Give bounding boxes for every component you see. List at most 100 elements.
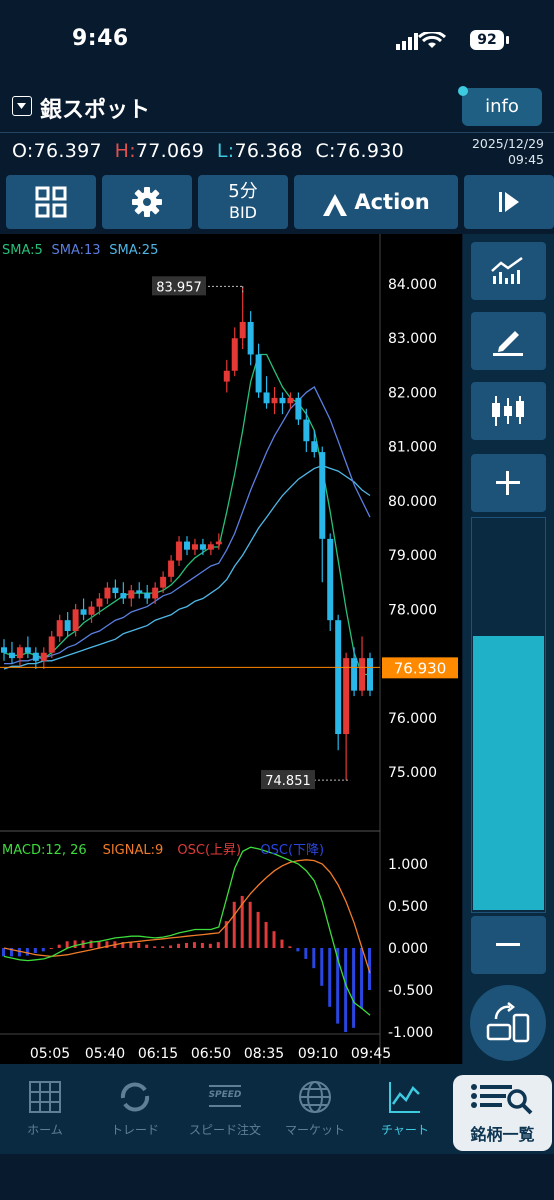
candle-down xyxy=(335,620,342,735)
nav-speed-order[interactable]: SPEED スピード注文 xyxy=(180,1080,270,1138)
candle-down xyxy=(80,609,87,615)
candle-up xyxy=(287,397,294,404)
gear-icon xyxy=(132,187,162,217)
draw-button[interactable] xyxy=(471,312,546,370)
sma-legend-label: SMA:13 xyxy=(52,243,101,258)
nav-market[interactable]: マーケット xyxy=(270,1080,360,1138)
globe-icon xyxy=(299,1081,331,1113)
candle-up xyxy=(96,598,103,607)
sma-legend-label: SMA:5 xyxy=(2,243,43,258)
divider xyxy=(0,132,554,133)
symbol-name[interactable]: 銀スポット xyxy=(40,98,151,123)
indicator-button[interactable] xyxy=(471,242,546,300)
osc-up-bar xyxy=(105,941,109,948)
home-grid-icon xyxy=(29,1081,61,1113)
osc-down-bar xyxy=(25,948,29,956)
info-button[interactable]: info xyxy=(462,88,542,126)
candle-down xyxy=(32,652,39,661)
high-marker-box xyxy=(152,276,206,296)
high-value: 77.069 xyxy=(135,140,205,162)
timeframe-button[interactable]: 5分 BID xyxy=(198,175,288,229)
candle-down xyxy=(255,354,262,393)
time-tick-label: 06:15 xyxy=(138,1046,178,1062)
osc-up-bar xyxy=(89,940,93,948)
zoom-out-button[interactable] xyxy=(471,916,546,974)
candle-up xyxy=(48,636,55,653)
candle-down xyxy=(64,620,71,632)
nav-home-label: ホーム xyxy=(27,1123,63,1137)
candle-up xyxy=(72,609,79,632)
macd-legend-label: MACD:12, 26 xyxy=(2,843,87,858)
rotate-button[interactable] xyxy=(470,985,546,1061)
price-chart[interactable]: 84.000 83.000 82.000 81.000 80.000 79.000 78.0… xyxy=(0,234,462,1064)
chart-area[interactable] xyxy=(0,234,462,1064)
battery-indicator: 92 xyxy=(470,30,504,50)
price-tick-label: 78.000 xyxy=(388,602,437,618)
time-tick-label: 05:05 xyxy=(30,1046,70,1062)
open-label: O: xyxy=(12,140,34,162)
layout-button[interactable] xyxy=(6,175,96,229)
timestamp: 2025/12/29 09:45 xyxy=(462,136,544,168)
play-button[interactable] xyxy=(464,175,554,229)
time-tick-label: 09:45 xyxy=(351,1046,391,1062)
candle-down xyxy=(351,658,358,691)
candle-up xyxy=(160,576,167,588)
sma5-line xyxy=(3,353,370,676)
candle-up xyxy=(104,587,111,599)
symbol-dropdown-icon[interactable] xyxy=(12,96,32,116)
play-icon xyxy=(499,192,519,212)
nav-home[interactable]: ホーム xyxy=(0,1080,90,1138)
osc-up-bar xyxy=(177,943,181,948)
osc-up-bar xyxy=(49,948,53,949)
battery-tip xyxy=(506,36,509,44)
candle-up xyxy=(40,652,47,661)
close-value: 76.930 xyxy=(335,140,405,162)
candle-up xyxy=(152,587,159,599)
settings-button[interactable] xyxy=(102,175,192,229)
nav-trade[interactable]: トレード xyxy=(90,1080,180,1138)
trade-arrows-icon xyxy=(120,1082,150,1112)
action-button[interactable]: Action xyxy=(294,175,458,229)
osc-down-bar xyxy=(336,948,340,1024)
osc-up-bar xyxy=(185,942,188,948)
candle-type-button[interactable] xyxy=(471,382,546,440)
osc-down-bar xyxy=(296,948,300,952)
candle-down xyxy=(8,652,15,659)
candle-up xyxy=(343,658,350,735)
low-value: 76.368 xyxy=(234,140,303,162)
osc-up-bar xyxy=(240,895,244,948)
nav-chart[interactable]: チャート xyxy=(360,1080,450,1138)
osc-up-bar xyxy=(137,942,141,948)
status-time: 9:46 xyxy=(72,26,129,51)
osc-down-bar xyxy=(9,948,13,957)
macd-tick-label: -0.500 xyxy=(388,983,433,999)
sma25-line xyxy=(3,464,371,670)
osc-up-bar xyxy=(208,943,212,948)
osc-down-bar xyxy=(328,948,332,1007)
current-price-label: 76.930 xyxy=(394,659,447,677)
candle-up xyxy=(239,321,246,339)
time-tick-label: 06:50 xyxy=(191,1046,231,1062)
osc-up-bar xyxy=(57,944,61,948)
osc-up-bar xyxy=(288,946,292,948)
candle-down xyxy=(144,593,151,599)
watchlist-label: 銘柄一覧 xyxy=(470,1125,535,1144)
low-marker-box xyxy=(261,770,315,790)
candle-down xyxy=(199,544,206,550)
osc-up-bar xyxy=(216,942,220,948)
osc-up-bar xyxy=(65,941,69,948)
macd-line xyxy=(3,846,371,1016)
osc-down-bar xyxy=(368,948,371,990)
candle-up xyxy=(359,658,366,691)
watchlist-button[interactable]: 銘柄一覧 xyxy=(453,1075,552,1151)
osc-up-bar xyxy=(264,921,268,948)
candle-down xyxy=(295,397,302,420)
candle-down xyxy=(263,392,270,404)
candle-up xyxy=(56,620,63,637)
price-tick-label: 80.000 xyxy=(388,494,437,510)
zoom-slider-fill[interactable] xyxy=(473,636,544,910)
zoom-in-button[interactable] xyxy=(471,454,546,512)
rotate-icon xyxy=(486,1002,530,1043)
candle-up xyxy=(16,647,23,659)
candle-down xyxy=(279,397,286,404)
